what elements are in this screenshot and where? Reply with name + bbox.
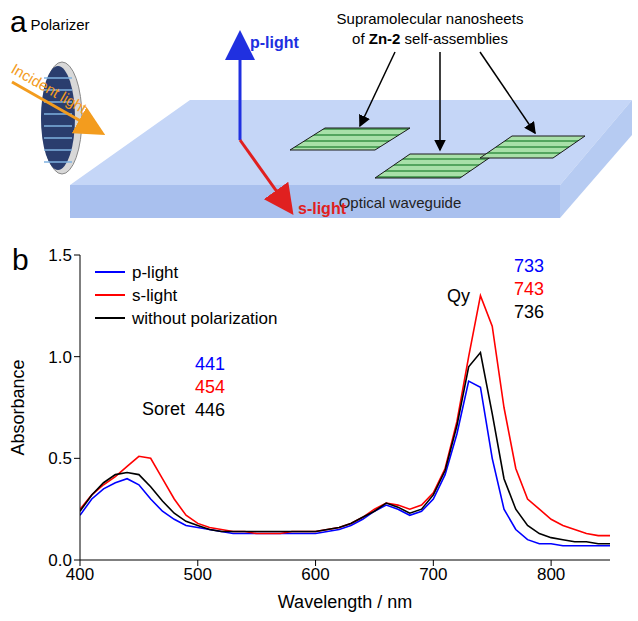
svg-text:without polarization: without polarization — [131, 309, 278, 328]
svg-text:p-light: p-light — [250, 34, 300, 51]
svg-text:s-light: s-light — [298, 200, 347, 217]
svg-text:a: a — [10, 5, 27, 38]
svg-text:s-light: s-light — [132, 286, 178, 305]
svg-text:Incident light: Incident light — [9, 60, 91, 117]
svg-text:736: 736 — [514, 302, 544, 322]
svg-text:of Zn-2 self-assemblies: of Zn-2 self-assemblies — [352, 30, 508, 47]
svg-text:600: 600 — [301, 565, 329, 584]
svg-text:Supramolecular nanosheets: Supramolecular nanosheets — [337, 10, 524, 27]
svg-text:0.5: 0.5 — [48, 449, 72, 468]
svg-text:700: 700 — [419, 565, 447, 584]
svg-text:800: 800 — [537, 565, 565, 584]
svg-text:446: 446 — [195, 400, 225, 420]
svg-text:Wavelength / nm: Wavelength / nm — [278, 592, 412, 612]
svg-text:Soret: Soret — [142, 399, 185, 419]
svg-text:Polarizer: Polarizer — [30, 16, 89, 33]
svg-text:p-light: p-light — [132, 263, 179, 282]
svg-text:1.5: 1.5 — [48, 246, 72, 265]
svg-text:Absorbance: Absorbance — [8, 359, 28, 455]
svg-text:743: 743 — [514, 279, 544, 299]
svg-text:Optical waveguide: Optical waveguide — [339, 194, 462, 211]
svg-text:733: 733 — [514, 256, 544, 276]
svg-text:1.0: 1.0 — [48, 348, 72, 367]
svg-text:441: 441 — [195, 354, 225, 374]
svg-text:0.0: 0.0 — [48, 551, 72, 570]
svg-text:500: 500 — [184, 565, 212, 584]
svg-text:b: b — [12, 243, 29, 276]
svg-text:Qy: Qy — [447, 286, 470, 306]
svg-text:400: 400 — [65, 565, 95, 585]
svg-text:454: 454 — [195, 377, 225, 397]
